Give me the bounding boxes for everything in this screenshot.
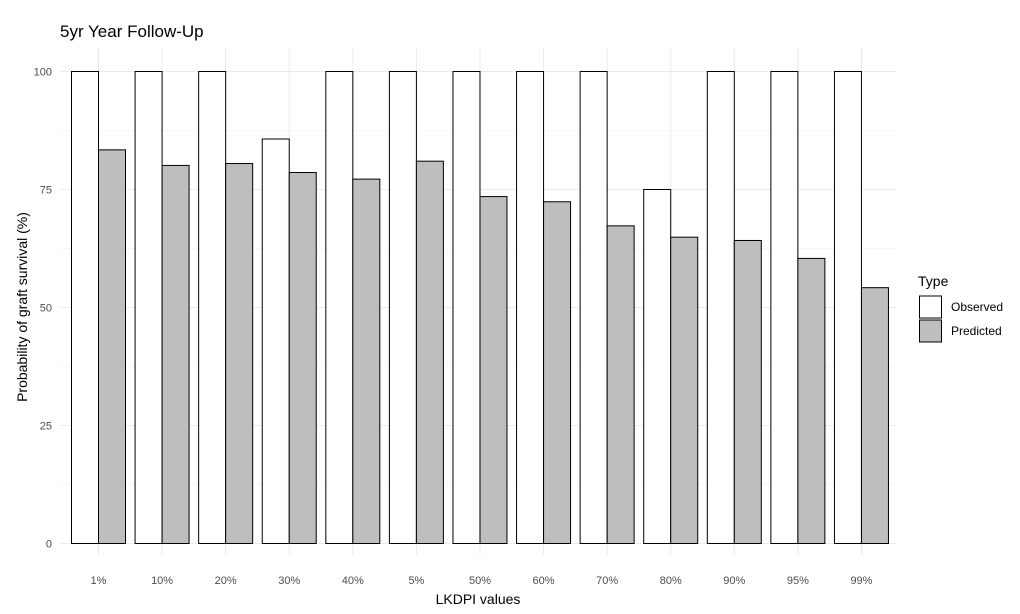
y-axis-ticks: 0 25 50 75 100: [34, 67, 52, 551]
bar-predicted: [670, 236, 699, 544]
x-tick-label: 5%: [408, 575, 424, 587]
bar-predicted: [860, 287, 889, 544]
bar-observed: [833, 71, 862, 544]
y-tick-label: 25: [40, 421, 52, 433]
bar-observed: [261, 138, 290, 544]
x-axis-ticks: 1% 10% 20% 30% 40% 5% 50% 60% 70% 80% 90% 95% 99%: [91, 575, 873, 587]
x-tick-label: 40%: [342, 575, 364, 587]
bar-observed: [452, 71, 481, 544]
x-tick-label: 70%: [596, 575, 618, 587]
bar-observed: [516, 71, 545, 544]
bar-observed: [579, 71, 608, 544]
bar-predicted: [98, 149, 126, 545]
chart-title: 5yr Year Follow-Up: [60, 22, 204, 41]
legend-label-predicted: Predicted: [951, 324, 1002, 338]
x-axis-title: LKDPI values: [436, 591, 521, 607]
bar-predicted: [288, 172, 317, 544]
bar-predicted: [352, 178, 381, 544]
bar-observed: [325, 71, 354, 544]
y-tick-label: 50: [40, 303, 52, 315]
bar-observed: [643, 189, 672, 544]
bar-predicted: [797, 257, 826, 544]
x-tick-label: 20%: [215, 575, 237, 587]
legend: Type Observed Predicted: [918, 273, 1003, 343]
bar-predicted: [606, 225, 635, 544]
bars: [71, 71, 889, 545]
bar-predicted: [543, 201, 572, 544]
bar-observed: [706, 71, 735, 544]
legend-key-observed: [919, 295, 942, 319]
x-tick-label: 60%: [533, 575, 555, 587]
bar-predicted: [479, 196, 508, 545]
bar-predicted: [415, 160, 444, 544]
bar-observed: [134, 71, 163, 544]
y-tick-label: 0: [46, 539, 52, 551]
bar-observed: [198, 71, 227, 544]
x-tick-label: 80%: [660, 575, 682, 587]
bar-predicted: [733, 239, 762, 544]
x-tick-label: 10%: [151, 575, 173, 587]
x-tick-label: 90%: [723, 575, 745, 587]
x-tick-label: 95%: [787, 575, 809, 587]
bar-predicted: [161, 164, 190, 544]
bar-observed: [71, 71, 99, 544]
bar-observed: [770, 71, 799, 544]
bar-predicted: [225, 163, 254, 544]
bar-observed: [388, 71, 417, 544]
legend-label-observed: Observed: [951, 300, 1003, 314]
x-tick-label: 50%: [469, 575, 491, 587]
x-tick-label: 1%: [91, 575, 107, 587]
y-tick-label: 75: [40, 185, 52, 197]
x-tick-label: 99%: [850, 575, 872, 587]
y-tick-label: 100: [34, 67, 52, 79]
x-tick-label: 30%: [278, 575, 300, 587]
legend-key-predicted: [919, 319, 942, 343]
y-axis-title: Probability of graft survival (%): [14, 212, 30, 402]
legend-title: Type: [918, 273, 949, 289]
